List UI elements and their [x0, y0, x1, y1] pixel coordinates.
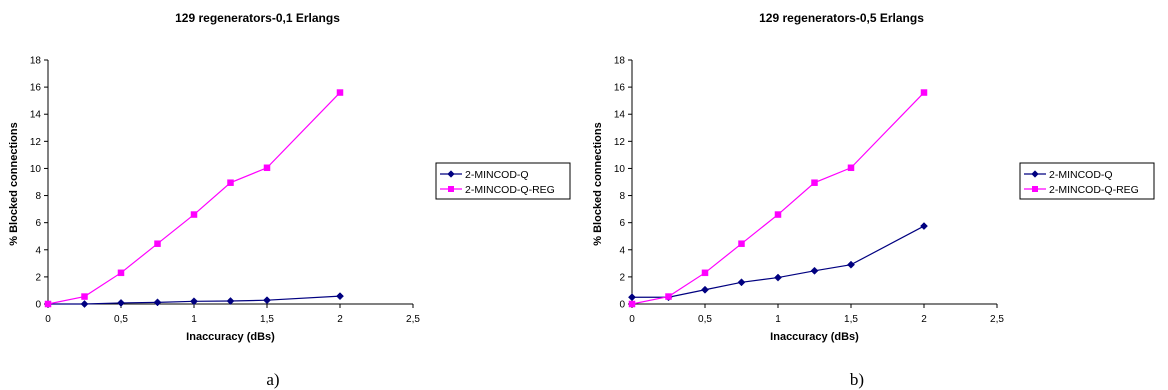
y-tick-label: 14	[30, 110, 42, 121]
x-tick-label: 0,5	[698, 314, 712, 325]
data-point-marker	[737, 278, 746, 287]
data-point-marker	[738, 240, 745, 247]
series-line-0	[48, 295, 341, 305]
x-tick-label: 1,5	[844, 314, 858, 325]
x-axis-label: Inaccuracy (dBs)	[770, 331, 859, 343]
x-axis-label: Inaccuracy (dBs)	[186, 331, 275, 343]
y-tick-label: 4	[619, 245, 625, 256]
x-tick-label: 2	[921, 314, 927, 325]
data-point-marker	[117, 298, 125, 307]
y-tick-label: 2	[619, 272, 625, 283]
data-point-marker	[811, 179, 818, 186]
data-point-marker	[847, 260, 855, 269]
data-point-marker	[628, 300, 636, 308]
data-point-marker	[810, 266, 819, 275]
data-point-marker	[336, 292, 344, 301]
legend: 2-MINCOD-Q 2-MINCOD-Q-REG	[435, 162, 571, 200]
data-point-marker	[701, 269, 709, 277]
y-tick-label: 16	[30, 83, 42, 94]
data-point-marker	[920, 222, 928, 231]
data-point-marker	[263, 164, 271, 172]
legend-label: 2-MINCOD-Q	[465, 169, 529, 181]
y-tick-label: 18	[614, 56, 626, 67]
data-point-marker	[847, 164, 855, 172]
data-point-marker	[701, 285, 709, 294]
legend-box	[1019, 162, 1155, 200]
data-point-marker	[665, 293, 672, 300]
figure-caption: b)	[850, 370, 864, 389]
data-point-marker	[80, 300, 89, 308]
data-point-marker	[153, 298, 162, 307]
y-tick-label: 4	[35, 245, 41, 256]
data-point-marker	[44, 300, 52, 308]
y-tick-label: 2	[35, 272, 41, 283]
chart-title: 129 regenerators-0,5 Erlangs	[759, 11, 924, 25]
y-tick-label: 10	[30, 164, 42, 175]
data-point-marker	[227, 179, 234, 186]
data-point-marker	[81, 293, 88, 300]
y-tick-label: 12	[614, 137, 626, 148]
chart-panel-a: 129 regenerators-0,1 Erlangs 0 2 4 6 8 10 12 14 1…	[8, 11, 571, 389]
data-point-marker	[263, 296, 271, 305]
x-tick-label: 0	[629, 314, 635, 325]
legend-marker	[448, 186, 454, 192]
legend-label: 2-MINCOD-Q	[1049, 169, 1113, 181]
data-point-marker	[190, 211, 198, 218]
y-tick-label: 8	[35, 191, 41, 202]
series-line-1	[47, 92, 341, 305]
y-tick-label: 12	[30, 137, 42, 148]
x-tick-label: 0	[45, 314, 51, 325]
series-line-1	[631, 92, 925, 305]
x-tick-label: 2,5	[990, 314, 1004, 325]
x-tick-label: 2,5	[406, 314, 420, 325]
data-point-marker	[154, 240, 161, 247]
chart-b: 129 regenerators-0,5 Erlangs024681012141…	[592, 11, 1155, 389]
data-point-marker	[226, 297, 235, 305]
legend: 2-MINCOD-Q 2-MINCOD-Q-REG	[1019, 162, 1155, 200]
y-tick-label: 14	[614, 110, 626, 121]
x-tick-label: 0,5	[114, 314, 128, 325]
chart-a: 129 regenerators-0,1 Erlangs024681012141…	[8, 11, 571, 389]
x-tick-label: 1	[775, 314, 781, 325]
y-tick-label: 6	[35, 218, 41, 229]
data-point-marker	[190, 297, 198, 306]
y-axis-label: % Blocked connections	[8, 122, 20, 245]
figure-caption: a)	[266, 370, 279, 389]
legend-marker	[1032, 186, 1038, 192]
series-line-0	[632, 225, 925, 298]
chart-title: 129 regenerators-0,1 Erlangs	[175, 11, 340, 25]
y-tick-label: 10	[614, 164, 626, 175]
y-tick-label: 0	[619, 300, 625, 311]
legend-marker	[447, 170, 455, 178]
data-point-marker	[117, 269, 125, 277]
y-axis-label: % Blocked connections	[592, 122, 604, 245]
legend-label: 2-MINCOD-Q-REG	[465, 184, 555, 196]
y-tick-label: 6	[619, 218, 625, 229]
data-point-marker	[920, 89, 928, 96]
y-tick-label: 0	[35, 300, 41, 311]
data-point-marker	[774, 273, 782, 282]
data-point-marker	[628, 293, 636, 302]
chart-panel-b: 129 regenerators-0,5 Erlangs 0 2 4 6 8 10 12 14 1…	[584, 0, 1168, 390]
x-tick-label: 2	[337, 314, 343, 325]
y-tick-label: 18	[30, 56, 42, 67]
legend-box	[435, 162, 571, 200]
x-tick-label: 1,5	[260, 314, 274, 325]
data-point-marker	[774, 211, 782, 218]
y-tick-label: 16	[614, 83, 626, 94]
x-tick-label: 1	[191, 314, 197, 325]
y-tick-label: 8	[619, 191, 625, 202]
data-point-marker	[336, 89, 344, 96]
legend-label: 2-MINCOD-Q-REG	[1049, 184, 1139, 196]
